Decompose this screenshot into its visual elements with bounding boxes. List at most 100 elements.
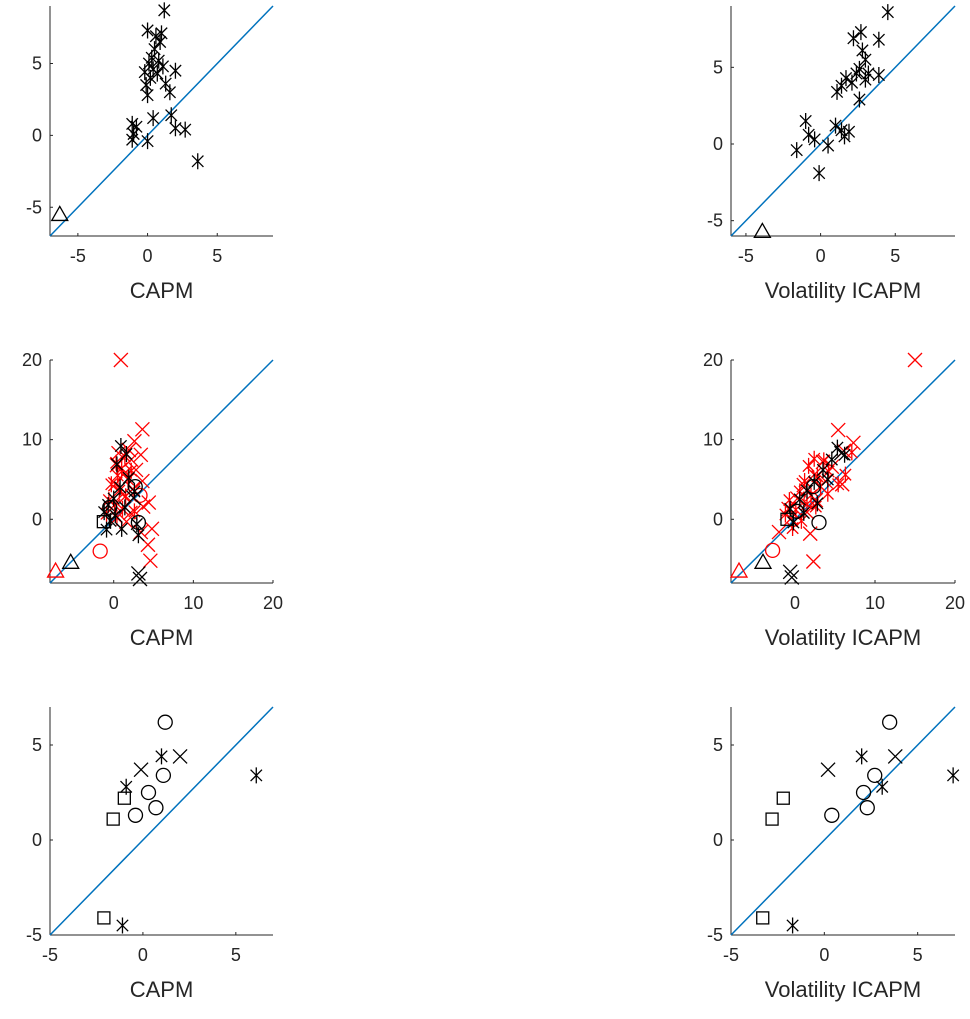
data-point-square [96, 515, 111, 529]
data-point-x [133, 447, 149, 463]
data-point-asterisk [145, 49, 158, 66]
data-point-asterisk [130, 118, 143, 135]
data-point-circle [764, 542, 781, 558]
data-point-square [97, 911, 111, 925]
y-tick-label: 0 [32, 125, 42, 145]
data-point-asterisk [859, 71, 872, 88]
data-point-circle [788, 503, 805, 519]
x-axis-label: Volatility ICAPM [765, 977, 922, 1002]
x-tick-label: 5 [231, 945, 241, 965]
data-point-x [134, 473, 150, 489]
data-point-triangle [729, 561, 749, 578]
diagonal-line [49, 5, 274, 237]
data-point-asterisk [140, 77, 153, 94]
data-point-asterisk [854, 24, 868, 41]
data-point-asterisk [141, 87, 154, 104]
x-tick-label: 0 [790, 593, 800, 613]
y-tick-label: -5 [26, 925, 42, 945]
data-point-asterisk [821, 471, 834, 488]
scatter-panel-6: -5 0 5 -5 0 5 Volatility ICAPM [707, 706, 960, 1002]
data-point-asterisk [839, 466, 852, 483]
data-point-x [834, 476, 850, 492]
data-point-triangle [753, 552, 773, 569]
data-point-square [776, 791, 790, 805]
data-point-asterisk [113, 479, 127, 496]
x-tick-label: 10 [865, 593, 885, 613]
data-point-asterisk [881, 4, 894, 21]
x-tick-label: 0 [109, 593, 119, 613]
y-tick-label: 10 [22, 430, 42, 450]
y-tick-label: 5 [713, 735, 723, 755]
data-point-asterisk [845, 444, 858, 461]
data-point-asterisk [169, 62, 182, 79]
data-point-asterisk [105, 476, 118, 493]
data-point-x [845, 435, 861, 451]
data-point-asterisk [872, 67, 885, 83]
data-point-asterisk [946, 767, 960, 784]
data-point-x [126, 490, 142, 506]
data-point-circle [811, 514, 827, 531]
data-point-circle [882, 714, 898, 730]
data-point-x [887, 748, 903, 764]
data-point-asterisk [832, 476, 845, 493]
scatter-panel-5: -5 0 5 -5 0 5 CAPM [26, 706, 274, 1002]
y-tick-label: 0 [713, 134, 723, 154]
y-tick-label: -5 [26, 197, 42, 217]
y-tick-label: 20 [22, 350, 42, 370]
x-axis-label: Volatility ICAPM [765, 278, 922, 303]
scatter-panel-3: 0 10 20 0 10 20 CAPM [22, 350, 283, 650]
data-point-asterisk [179, 121, 192, 138]
data-point-square [756, 911, 770, 925]
data-point-asterisk [119, 488, 132, 505]
y-tick-label: 5 [32, 735, 42, 755]
data-point-asterisk [845, 74, 859, 91]
data-point-x [126, 433, 142, 449]
data-point-asterisk [835, 122, 848, 139]
x-tick-label: 5 [890, 246, 900, 266]
data-point-asterisk [835, 77, 848, 94]
data-point-circle [92, 543, 108, 559]
diagonal-line [730, 5, 956, 237]
data-point-square [106, 812, 120, 826]
data-point-asterisk [250, 767, 263, 784]
data-point-x [134, 421, 150, 437]
data-point-x [784, 569, 800, 585]
data-point-square [765, 812, 779, 826]
data-point-circle [157, 714, 173, 730]
y-tick-label: 20 [703, 350, 723, 370]
data-point-asterisk [847, 30, 860, 47]
data-point-x [172, 748, 188, 764]
data-point-asterisk [155, 748, 168, 765]
data-point-asterisk [115, 520, 128, 537]
data-point-asterisk [110, 456, 124, 473]
x-axis-label: CAPM [130, 625, 194, 650]
data-point-asterisk [808, 131, 821, 148]
y-tick-label: 0 [32, 509, 42, 529]
data-point-asterisk [165, 107, 178, 124]
data-point-asterisk [146, 110, 160, 127]
data-point-circle [824, 807, 840, 823]
data-point-asterisk [862, 65, 875, 82]
y-tick-label: 5 [713, 57, 723, 77]
x-axis-label: CAPM [130, 977, 194, 1002]
data-point-asterisk [158, 2, 171, 19]
data-point-asterisk [786, 917, 799, 934]
data-point-x [907, 352, 923, 368]
data-point-asterisk [799, 113, 812, 129]
data-point-circle [130, 514, 147, 531]
data-point-asterisk [114, 438, 128, 455]
data-point-asterisk [853, 91, 866, 108]
data-point-circle [859, 800, 875, 816]
data-point-circle [855, 784, 872, 801]
data-point-asterisk [790, 142, 803, 159]
x-tick-label: -5 [70, 246, 86, 266]
x-tick-label: 10 [183, 593, 203, 613]
data-point-asterisk [100, 521, 113, 538]
data-point-asterisk [821, 137, 835, 154]
scatter-panel-2: -5 0 5 -5 0 5 Volatility ICAPM [707, 4, 956, 303]
data-point-x [771, 524, 787, 540]
data-point-triangle [50, 205, 69, 222]
data-point-x [132, 571, 148, 587]
data-point-circle [805, 478, 822, 495]
x-tick-label: 0 [816, 246, 826, 266]
